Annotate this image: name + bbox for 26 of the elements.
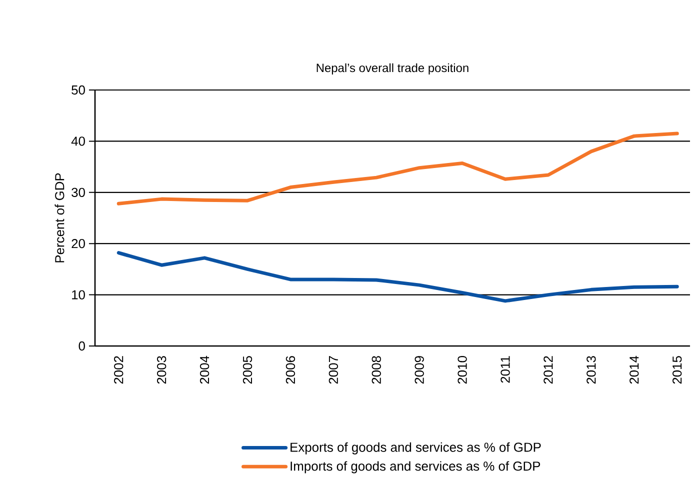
x-tick-label: 2008 [372, 356, 381, 384]
chart-title: Nepal’s overall trade position [316, 63, 468, 75]
x-tick-label: 2004 [200, 356, 210, 384]
legend-label: Exports of goods and services as % of GDP [290, 442, 541, 454]
y-tick-label: 0 [78, 341, 85, 351]
x-tick-label: 2012 [544, 356, 553, 384]
y-tick-label: 20 [72, 239, 85, 248]
x-tick-label: 2013 [586, 356, 596, 384]
legend-label: Imports of goods and services as % of GDP [290, 461, 540, 474]
x-tick-label: 2010 [458, 356, 467, 384]
y-tick-label: 10 [72, 290, 85, 300]
y-axis-title: Percent of GDP [54, 173, 64, 262]
x-tick-label: 2003 [157, 356, 166, 384]
line-series [116, 251, 679, 303]
x-tick-label: 2009 [414, 356, 424, 384]
x-tick-label: 2014 [630, 356, 639, 384]
x-tick-label: 2006 [286, 356, 296, 384]
x-tick-label: 2007 [328, 356, 338, 384]
x-tick-label: 2005 [242, 356, 252, 384]
y-tick-label: 40 [71, 136, 85, 146]
x-tick-label: 2015 [672, 356, 682, 384]
x-tick-label: 2002 [114, 356, 124, 384]
x-tick-label: 2011 [500, 356, 510, 383]
y-tick-label: 30 [72, 188, 85, 197]
y-tick-label: 50 [72, 85, 85, 95]
line-series [116, 132, 679, 206]
